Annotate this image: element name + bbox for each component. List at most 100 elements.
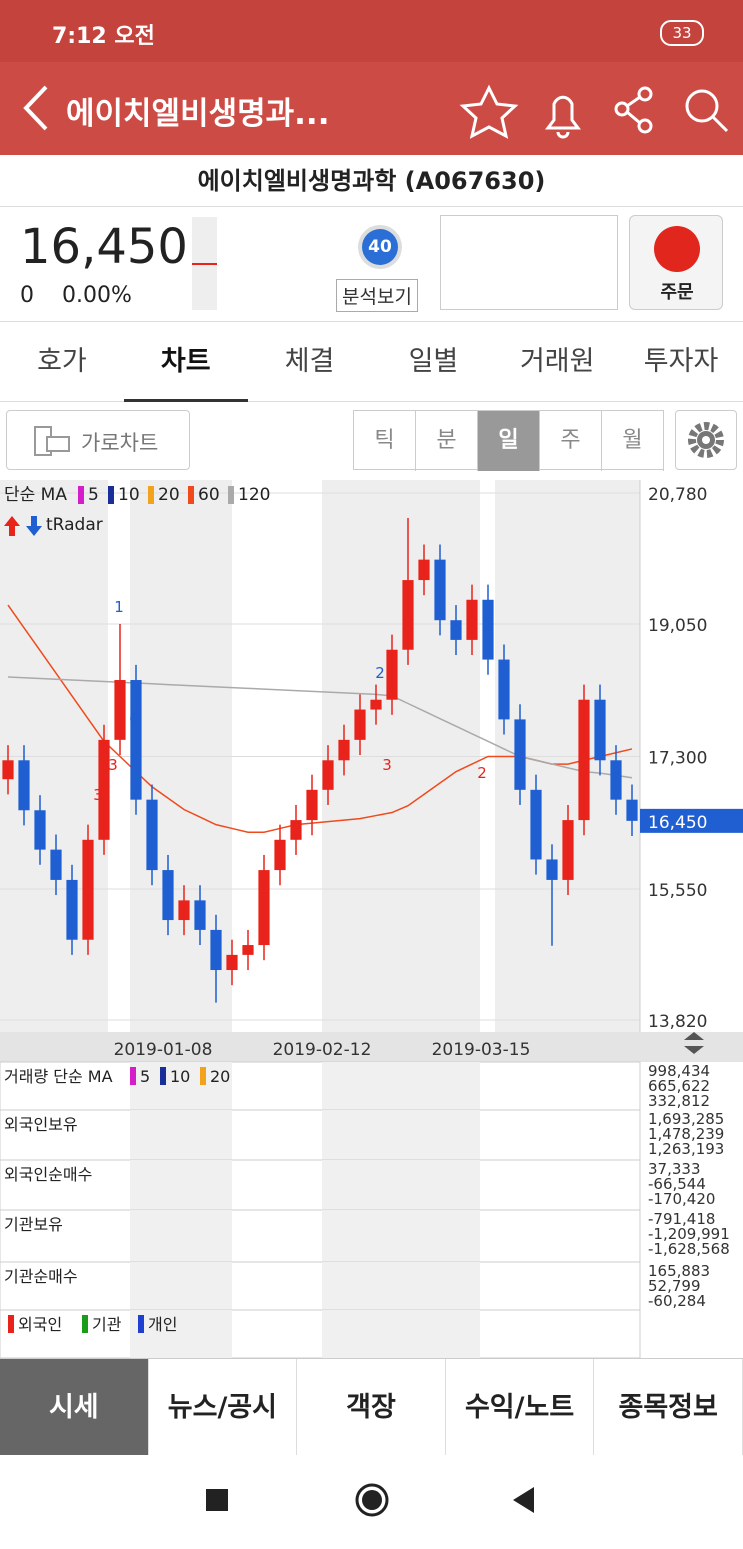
- month-band: [322, 1310, 480, 1358]
- share-button[interactable]: [614, 86, 653, 134]
- y-tick-label: 20,780: [648, 485, 707, 505]
- panel-bg: [0, 1209, 641, 1263]
- month-band: [130, 1210, 232, 1262]
- panel-tick: -66,544: [648, 1175, 706, 1193]
- price: 16,450: [20, 219, 188, 275]
- month-band: [322, 1110, 480, 1160]
- back-nav-button[interactable]: [513, 1487, 534, 1513]
- candle-body: [546, 859, 558, 880]
- period-button[interactable]: 틱: [354, 411, 416, 471]
- date-band: [0, 1032, 743, 1062]
- tab[interactable]: 거래원: [519, 346, 595, 377]
- nav-item[interactable]: 시세: [0, 1359, 149, 1456]
- candle-body: [194, 900, 206, 930]
- panel-tick: 1,478,239: [648, 1125, 724, 1143]
- candle-body: [274, 839, 286, 871]
- panel-title: 외국인보유: [4, 1115, 78, 1134]
- y-tick-label: 19,050: [648, 616, 707, 636]
- panel-swatch: [130, 1067, 136, 1085]
- candle-body: [626, 799, 638, 821]
- change-pct: 0.00%: [62, 283, 132, 308]
- status-bar: 7:12 오전 33: [0, 0, 743, 62]
- candle-body: [306, 789, 318, 821]
- landscape-button[interactable]: 가로차트: [6, 410, 190, 470]
- period-button[interactable]: 주: [540, 411, 602, 471]
- header-title: 에이치엘비생명과...: [66, 96, 330, 132]
- candle-body: [594, 699, 606, 761]
- panel-extra: 외국인: [18, 1315, 62, 1334]
- panel-title: 외국인순매수: [4, 1165, 92, 1184]
- legend-swatch: [148, 486, 154, 504]
- radar-icon: [4, 516, 20, 536]
- home-button[interactable]: [355, 1483, 389, 1517]
- panel-tick: 665,622: [648, 1077, 710, 1095]
- ma-line: [7, 676, 633, 779]
- month-band: [322, 1210, 480, 1262]
- period-button[interactable]: 월: [602, 411, 664, 471]
- candle-body: [50, 849, 62, 880]
- panel-bg: [0, 1309, 641, 1358]
- panel-bg: [0, 1261, 641, 1311]
- current-price-label: 16,450: [648, 813, 707, 833]
- resize-handle: [684, 1032, 704, 1054]
- candle-body: [146, 799, 158, 871]
- panel-tick: -60,284: [648, 1292, 706, 1310]
- header-icons: [23, 84, 729, 139]
- tab[interactable]: 투자자: [643, 346, 719, 377]
- panel-tick: 998,434: [648, 1062, 710, 1080]
- analysis-button[interactable]: 분석보기: [336, 279, 418, 312]
- nav-item[interactable]: 뉴스/공시: [149, 1359, 298, 1456]
- legend-period: 20: [158, 485, 180, 505]
- candle-body: [162, 870, 174, 921]
- candle-body: [258, 870, 270, 946]
- candle-body: [242, 945, 254, 955]
- nav-item[interactable]: 객장: [297, 1359, 446, 1456]
- nav-item[interactable]: 수익/노트: [446, 1359, 595, 1456]
- current-price-tag: [640, 808, 743, 833]
- tab[interactable]: 호가: [37, 346, 87, 377]
- back-button[interactable]: [23, 85, 48, 131]
- x-label: 2019-03-15: [432, 1040, 531, 1060]
- nav-item[interactable]: 종목정보: [594, 1359, 743, 1456]
- month-band: [130, 1262, 232, 1310]
- order-button[interactable]: 주문: [629, 215, 723, 310]
- candle-body: [130, 680, 142, 800]
- tab[interactable]: 차트: [123, 322, 248, 402]
- settings-button[interactable]: [675, 410, 737, 470]
- recents-button[interactable]: [206, 1489, 228, 1511]
- landscape-icon: [34, 426, 70, 456]
- candle-body: [514, 719, 526, 790]
- tab[interactable]: 체결: [284, 346, 335, 377]
- system-nav: [0, 1455, 743, 1545]
- panel-extra: 5: [140, 1067, 150, 1086]
- candle-body: [450, 620, 462, 640]
- gear-icon: [688, 422, 724, 458]
- legend-period: 120: [238, 485, 270, 505]
- radar-icon: [26, 516, 42, 536]
- panel-tick: 1,693,285: [648, 1110, 724, 1128]
- panel-tick: 37,333: [648, 1160, 701, 1178]
- app-header: 에이치엘비생명과...: [0, 62, 743, 155]
- price-gauge: [192, 217, 217, 310]
- candle-body: [386, 649, 398, 700]
- tab[interactable]: 일별: [408, 346, 459, 377]
- favorite-button[interactable]: [459, 84, 519, 139]
- y-tick-label: 15,550: [648, 881, 707, 901]
- period-button[interactable]: 분: [416, 411, 478, 471]
- search-button[interactable]: [685, 89, 729, 133]
- legend-period: 5: [88, 485, 99, 505]
- tab-bar: 호가 차트 체결 일별 거래원 투자자: [0, 322, 743, 402]
- battery: 33: [660, 20, 704, 46]
- month-band: [322, 1262, 480, 1310]
- candle-body: [466, 599, 478, 640]
- candle-body: [98, 739, 110, 840]
- order-label: 주문: [660, 282, 694, 303]
- clock: 7:12 오전: [52, 24, 155, 49]
- panel-swatch: [8, 1315, 14, 1333]
- candle-body: [210, 929, 222, 971]
- alarm-button[interactable]: [545, 95, 581, 139]
- month-band: [322, 1062, 480, 1110]
- period-button[interactable]: 일: [478, 411, 540, 471]
- panel-swatch: [82, 1315, 88, 1333]
